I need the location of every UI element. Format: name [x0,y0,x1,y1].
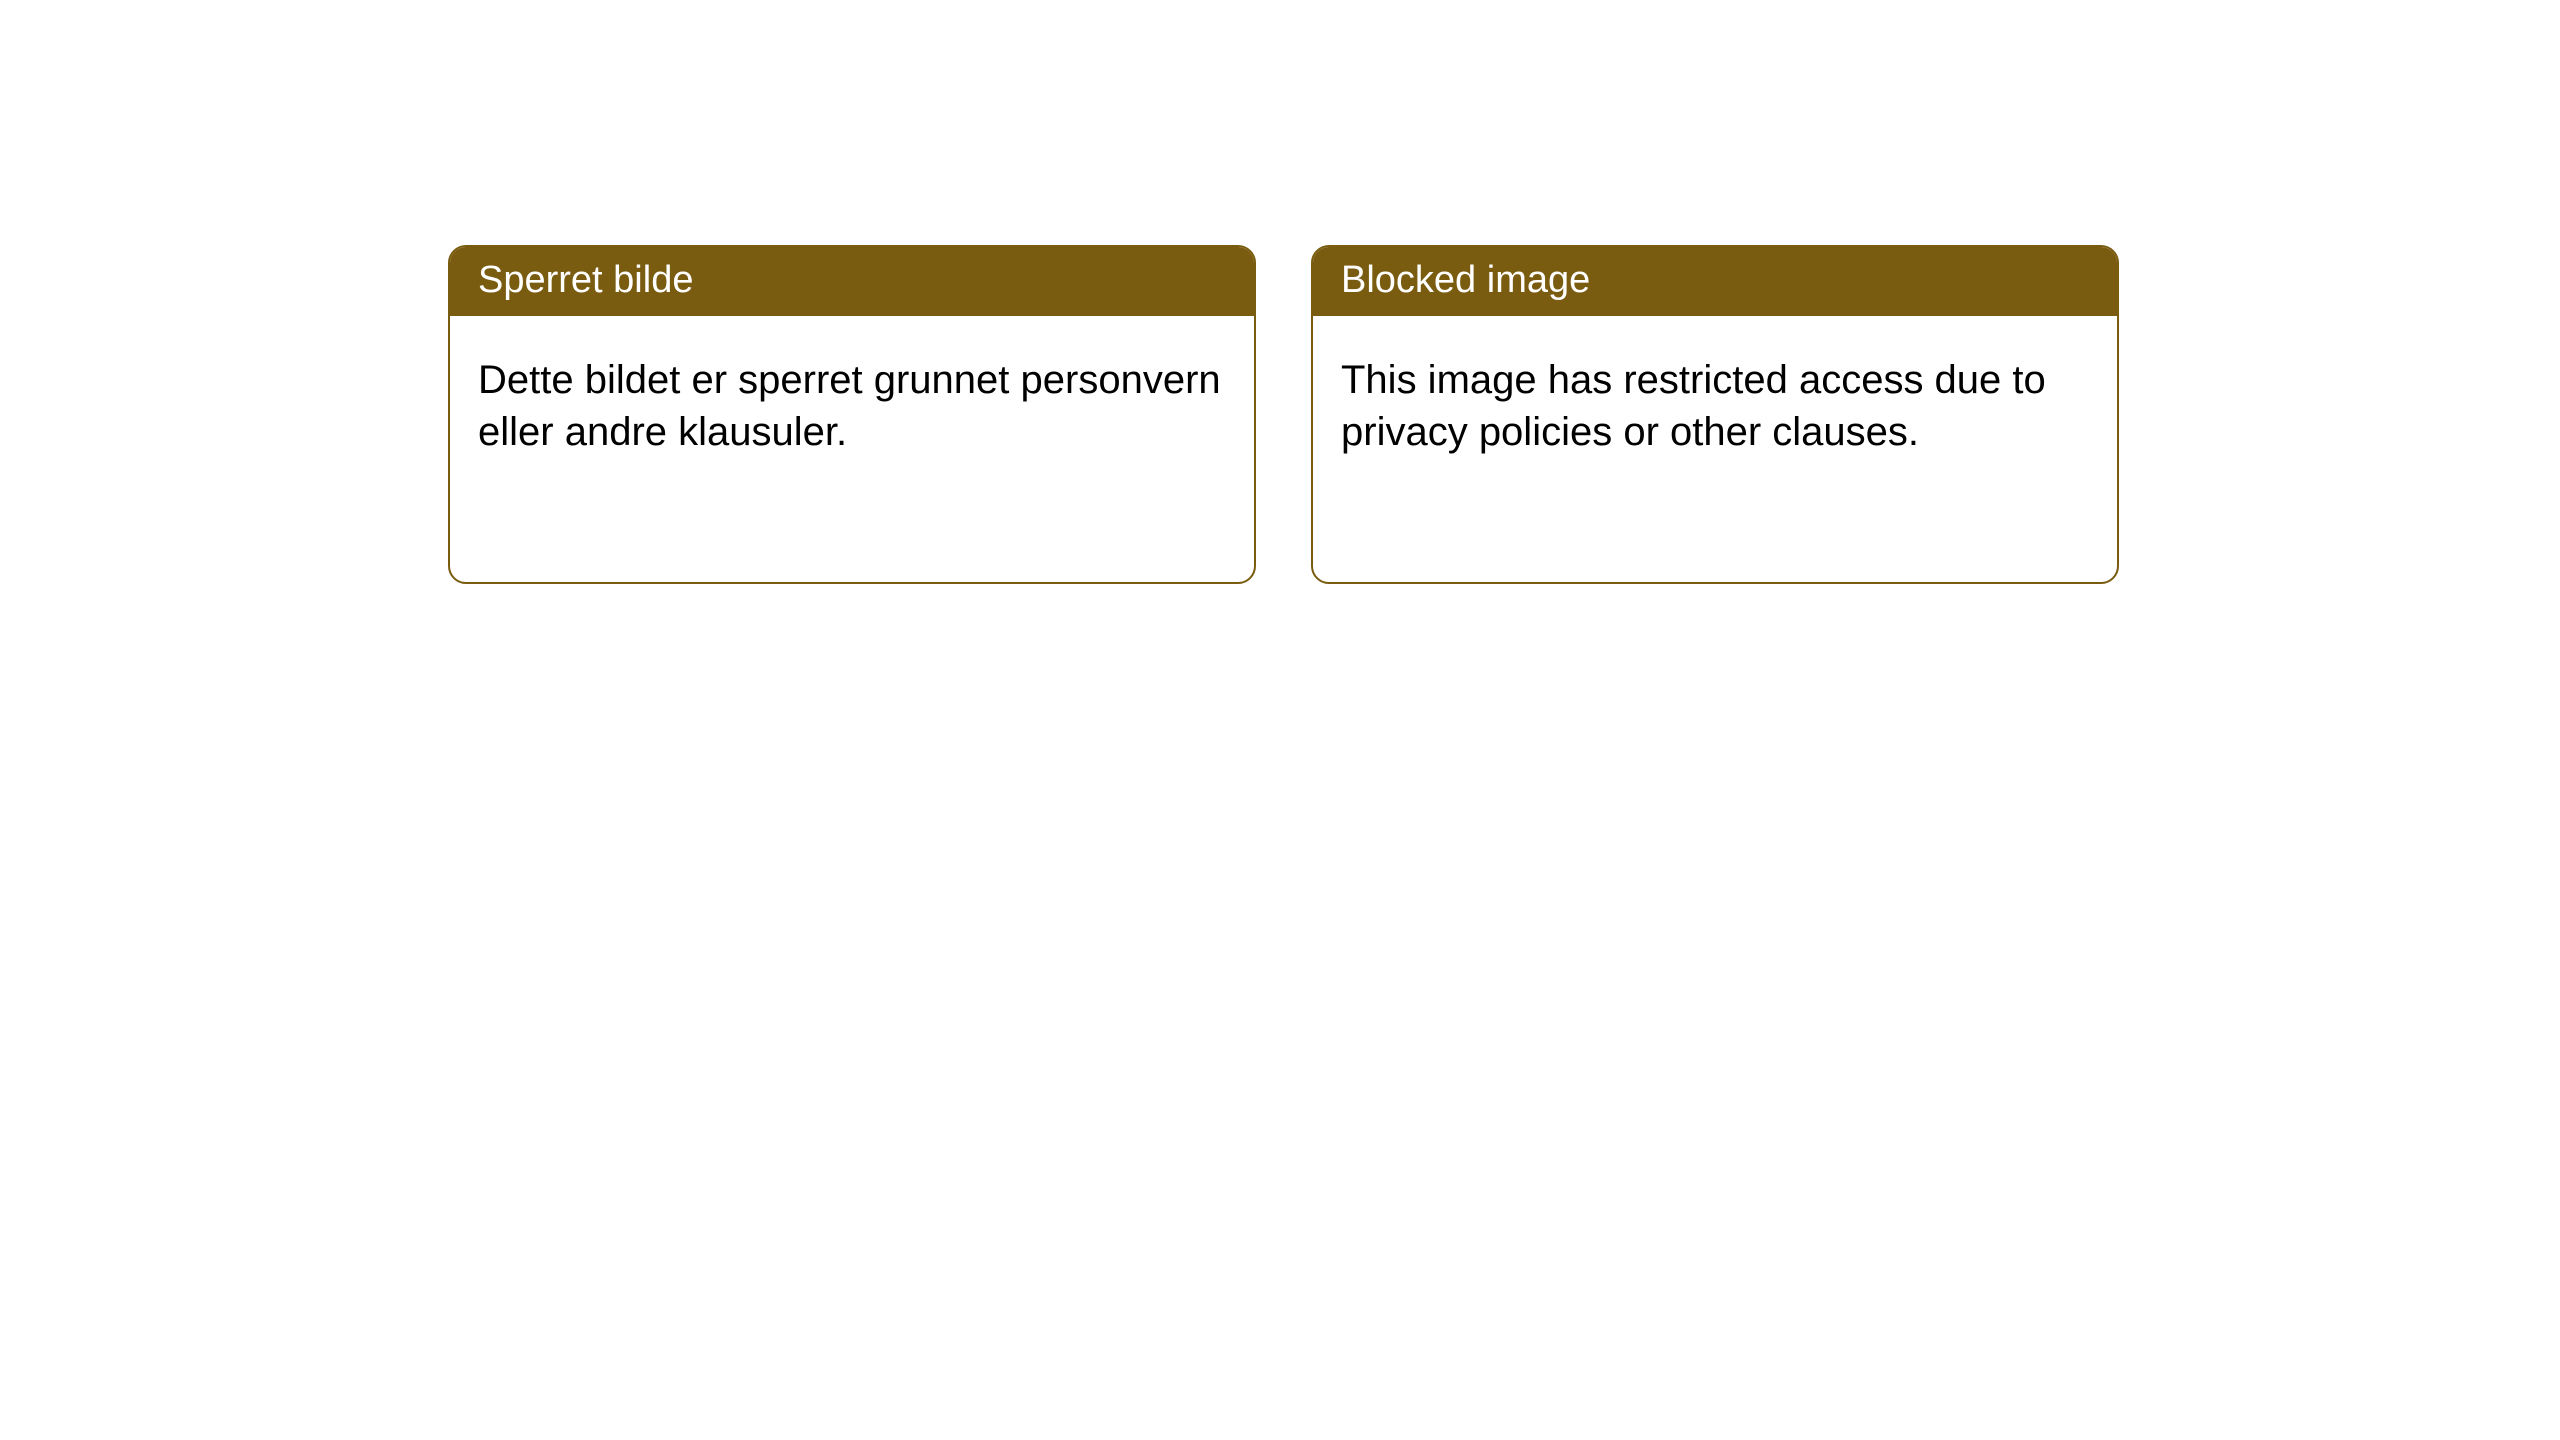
notice-title: Blocked image [1313,247,2117,316]
notice-title: Sperret bilde [450,247,1254,316]
notice-card-norwegian: Sperret bilde Dette bildet er sperret gr… [448,245,1256,584]
notice-body: This image has restricted access due to … [1313,316,2117,486]
notice-body: Dette bildet er sperret grunnet personve… [450,316,1254,486]
notice-cards-container: Sperret bilde Dette bildet er sperret gr… [448,245,2119,584]
notice-card-english: Blocked image This image has restricted … [1311,245,2119,584]
